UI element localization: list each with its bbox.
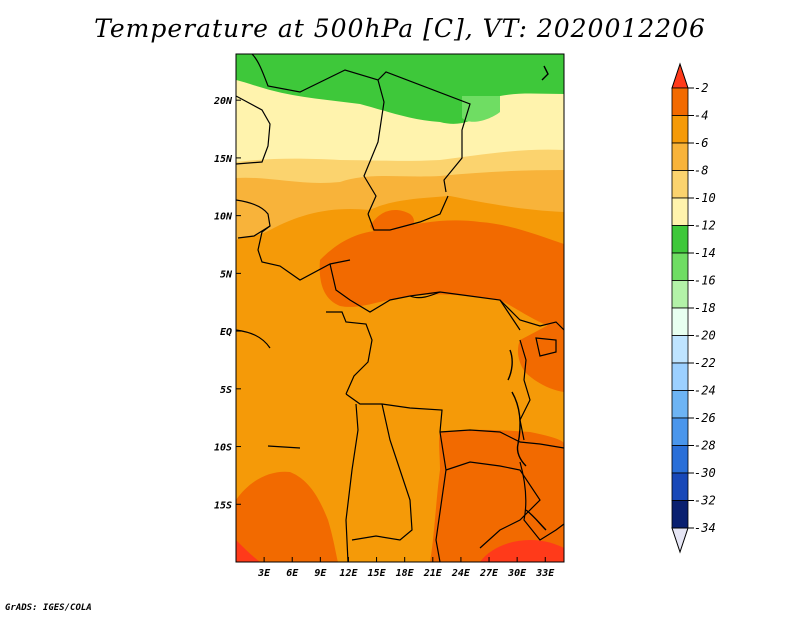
colorbar-swatch bbox=[671, 252, 689, 281]
colorbar-label: -26 bbox=[694, 411, 716, 425]
lat-tick-label: EQ bbox=[220, 327, 232, 338]
lat-tick-label: 15S bbox=[214, 500, 232, 511]
dark-orange-central bbox=[319, 220, 564, 330]
red-southwest bbox=[236, 540, 260, 562]
colorbar-label: -10 bbox=[694, 191, 716, 205]
dark-orange-southwest bbox=[236, 471, 338, 562]
colorbar-swatch bbox=[671, 142, 689, 171]
colorbar: -2 -4 -6 -8 -10 -12 -14 -16 -18 -20 -22 -24 -26 -28 -3… bbox=[671, 62, 716, 554]
colorbar-label: -34 bbox=[694, 521, 716, 535]
lat-tick-label: 5N bbox=[220, 269, 233, 280]
lakes bbox=[507, 65, 549, 531]
colorbar-swatch bbox=[671, 87, 689, 116]
colorbar-swatch bbox=[671, 170, 689, 199]
colorbar-label: -30 bbox=[694, 466, 716, 480]
temperature-field bbox=[236, 54, 564, 562]
page-title: Temperature at 500hPa [C], VT: 202001220… bbox=[94, 14, 706, 43]
colorbar-label: -12 bbox=[694, 219, 716, 233]
colorbar-swatch bbox=[671, 472, 689, 501]
colorbar-label: -32 bbox=[694, 494, 716, 508]
colorbar-label: -20 bbox=[694, 329, 716, 343]
orange-island bbox=[298, 353, 327, 379]
dark-orange-east bbox=[517, 318, 564, 392]
lat-tick-label: 20N bbox=[213, 96, 233, 107]
lon-tick-label: 12E bbox=[339, 568, 358, 579]
colorbar-label: -16 bbox=[694, 274, 716, 288]
colorbar-label: -6 bbox=[694, 136, 708, 150]
lon-tick-label: 27E bbox=[479, 568, 499, 579]
colorbar-label: -28 bbox=[694, 439, 716, 453]
colorbar-top-arrow bbox=[671, 62, 689, 89]
lon-tick-label: 9E bbox=[314, 568, 327, 579]
lon-tick-label: 24E bbox=[451, 568, 471, 579]
colorbar-label: -14 bbox=[694, 246, 716, 260]
light-green-patch bbox=[462, 96, 500, 122]
credit-text: GrADS: IGES/COLA bbox=[5, 603, 92, 613]
colorbar-swatch bbox=[671, 445, 689, 474]
lon-tick-label: 6E bbox=[286, 568, 299, 579]
colorbar-swatch bbox=[671, 225, 689, 254]
colorbar-label: -18 bbox=[694, 301, 716, 315]
lat-tick-label: 15N bbox=[214, 154, 233, 165]
colorbar-label: -22 bbox=[694, 356, 716, 370]
lon-tick-label: 30E bbox=[507, 568, 527, 579]
colorbar-swatch bbox=[671, 197, 689, 226]
lon-tick-label: 33E bbox=[535, 568, 555, 579]
colorbar-swatch bbox=[671, 390, 689, 419]
country-borders bbox=[236, 54, 564, 562]
lat-tick-label: 5S bbox=[220, 385, 232, 396]
colorbar-label: -8 bbox=[694, 164, 708, 178]
colorbar-swatch bbox=[671, 307, 689, 336]
lon-tick-label: 18E bbox=[396, 568, 415, 579]
colorbar-label: -2 bbox=[694, 81, 708, 95]
latitude-ticks: 20N 15N 10N 5N EQ 5S 10S 15S bbox=[213, 96, 241, 511]
lon-tick-label: 15E bbox=[368, 568, 387, 579]
lon-tick-label: 3E bbox=[257, 568, 271, 579]
colorbar-swatch bbox=[671, 417, 689, 446]
colorbar-swatch bbox=[671, 280, 689, 309]
colorbar-swatch bbox=[671, 362, 689, 391]
colorbar-label: -24 bbox=[694, 384, 716, 398]
lon-tick-label: 21E bbox=[423, 568, 443, 579]
map-frame bbox=[235, 53, 565, 563]
red-southeast bbox=[480, 540, 564, 562]
colorbar-label: -4 bbox=[694, 109, 708, 123]
colorbar-swatch bbox=[671, 115, 689, 144]
longitude-ticks: 3E 6E 9E 12E 15E 18E 21E 24E 27E 30E 33E bbox=[257, 557, 555, 579]
colorbar-swatch bbox=[671, 500, 689, 529]
colorbar-bottom-arrow bbox=[671, 527, 689, 554]
colorbar-swatch bbox=[671, 335, 689, 364]
lat-tick-label: 10N bbox=[214, 212, 233, 223]
lat-tick-label: 10S bbox=[214, 443, 232, 454]
